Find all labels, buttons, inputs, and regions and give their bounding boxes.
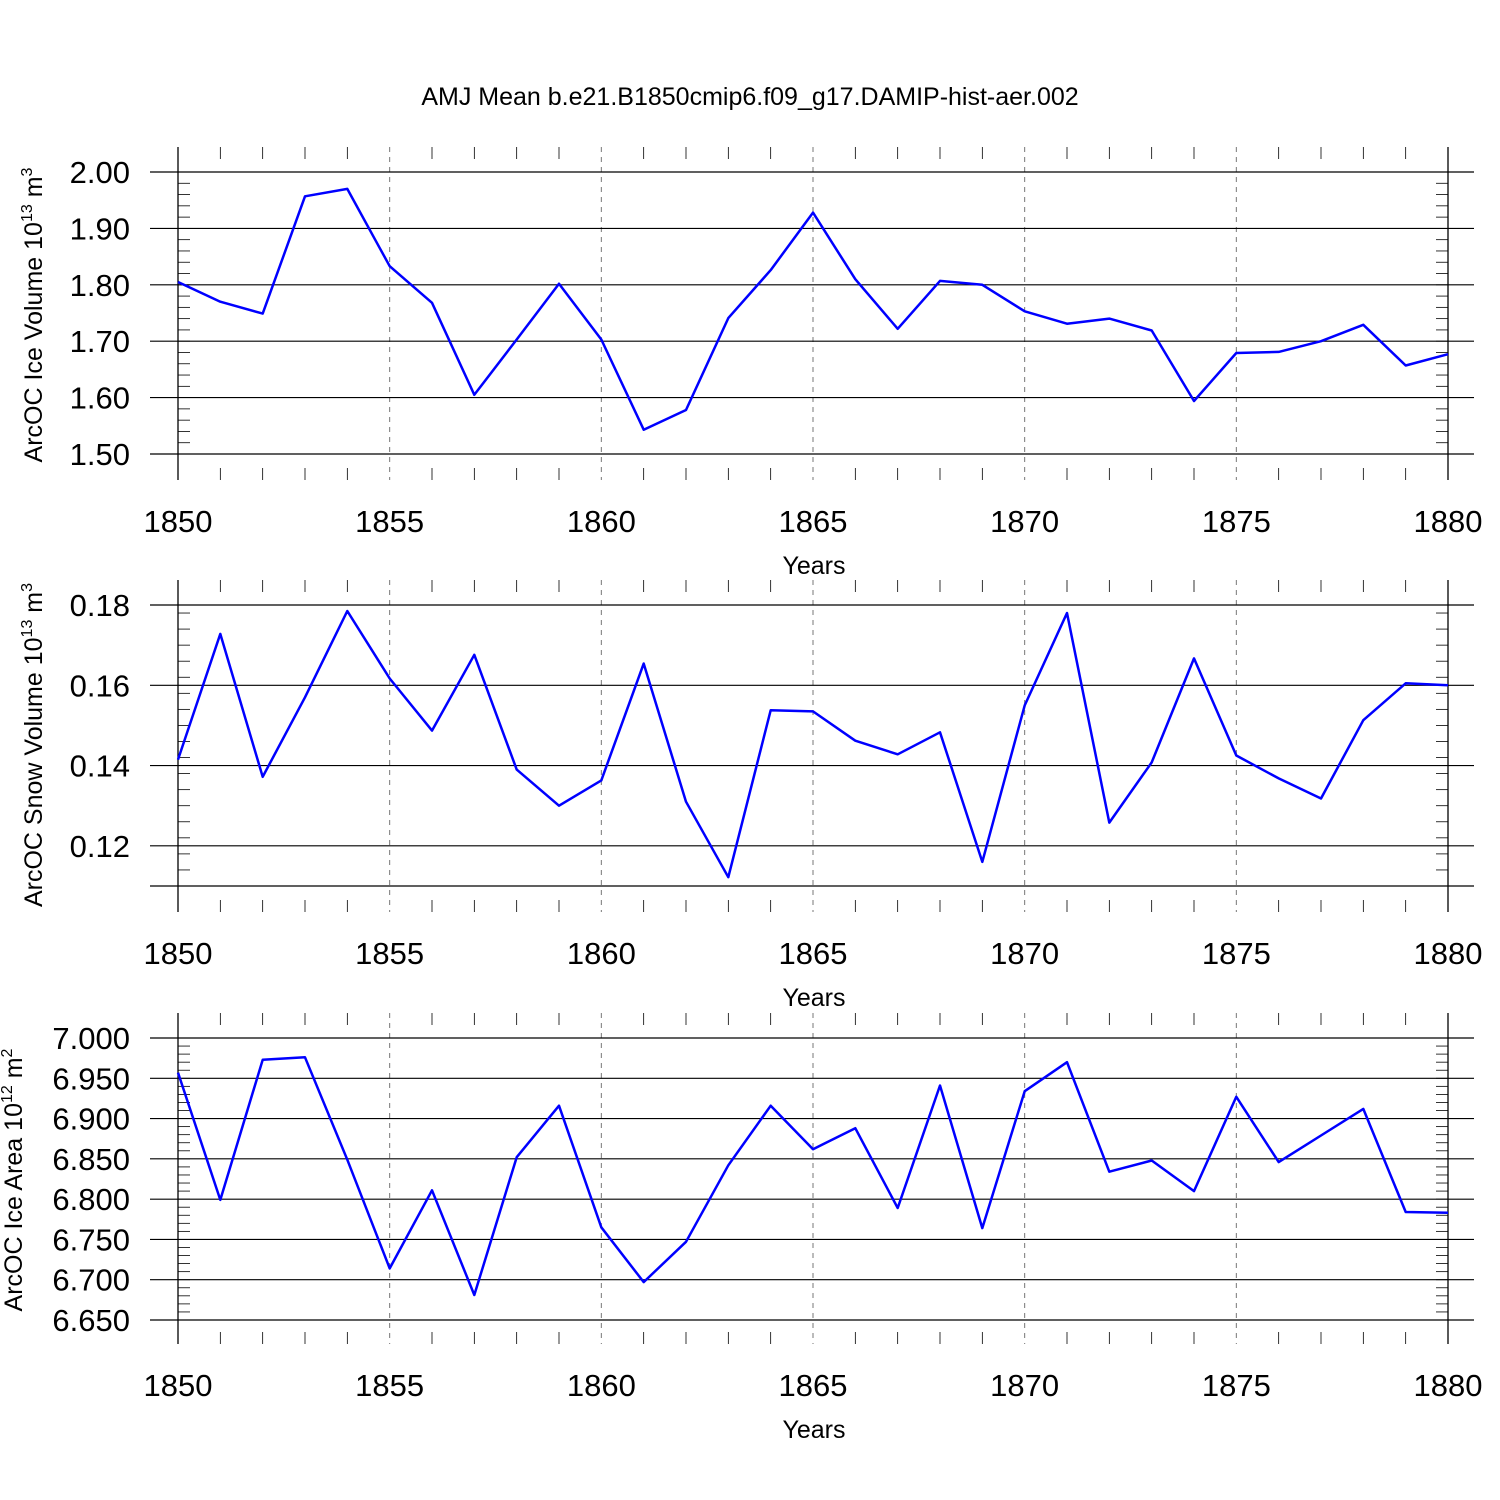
panel-ice-volume-axes: 1.50 1.60 1.70 1.80 1.90 2.00 1850 1855 1860 1865…: [70, 147, 1483, 539]
panel-ice-area-xlabel: Years: [782, 1416, 845, 1444]
y-tick-label: 6.850: [52, 1142, 130, 1177]
panel-ice-volume-ylabel: ArcOC Ice Volume 1013 m3: [19, 167, 48, 462]
x-tick-label-1880: 1880: [1414, 504, 1483, 539]
ylabel-text: ArcOC Ice Volume 10: [20, 222, 48, 462]
x-tick-label-1875: 1875: [1202, 936, 1271, 971]
x-tick-label-1850: 1850: [144, 1368, 213, 1403]
y-tick-label: 0.16: [70, 668, 130, 703]
ylabel-unit-exponent: 3: [19, 167, 36, 176]
x-tick-label-1865: 1865: [779, 504, 848, 539]
ylabel-unit: m: [20, 176, 48, 204]
panel-snow-volume-ylabel: ArcOC Snow Volume 1013 m3: [19, 583, 48, 907]
x-tick-label-1875: 1875: [1202, 504, 1271, 539]
panel-ice-volume-xlabel: Years: [782, 552, 845, 580]
y-tick-label: 0.12: [70, 829, 130, 864]
x-tick-label-1855: 1855: [355, 1368, 424, 1403]
x-tick-label-1865: 1865: [779, 936, 848, 971]
x-tick-label-1865: 1865: [779, 1368, 848, 1403]
y-tick-label: 6.800: [52, 1182, 130, 1217]
series-line: [176, 609, 1449, 879]
panel-ice-area-axes: 6.650 6.700 6.750 6.800 6.850 6.900 6.950 7.000…: [52, 1013, 1482, 1403]
y-tick-label: 1.60: [70, 381, 130, 416]
ylabel-text: ArcOC Snow Volume 10: [20, 637, 48, 907]
x-tick-label-1855: 1855: [355, 936, 424, 971]
ylabel-text: ArcOC Ice Area 10: [0, 1103, 28, 1311]
figure-title: AMJ Mean b.e21.B1850cmip6.f09_g17.DAMIP-…: [421, 83, 1078, 111]
x-tick-label-1860: 1860: [567, 1368, 636, 1403]
ylabel-unit-exponent: 2: [0, 1048, 16, 1057]
x-tick-label-1860: 1860: [567, 504, 636, 539]
x-tick-label-1870: 1870: [990, 936, 1059, 971]
ylabel-exponent: 13: [19, 204, 36, 222]
ylabel-unit: m: [0, 1057, 28, 1085]
x-tick-label-1860: 1860: [567, 936, 636, 971]
y-tick-label: 1.90: [70, 211, 130, 246]
panel-ice-area: 6.650 6.700 6.750 6.800 6.850 6.900 6.950 7.000…: [0, 1013, 1482, 1444]
panel-snow-volume-axes: 0.12 0.14 0.16 0.18 1850 1855 1860 1865 1870 1875…: [70, 580, 1483, 971]
x-tick-label-1850: 1850: [144, 936, 213, 971]
x-tick-label-1880: 1880: [1414, 936, 1483, 971]
ylabel-unit-exponent: 3: [19, 583, 36, 592]
ylabel-exponent: 13: [19, 620, 36, 638]
y-tick-label: 6.900: [52, 1102, 130, 1137]
panel-snow-volume-xlabel: Years: [782, 984, 845, 1012]
y-tick-label: 1.50: [70, 437, 130, 472]
x-tick-label-1875: 1875: [1202, 1368, 1271, 1403]
x-tick-label-1880: 1880: [1414, 1368, 1483, 1403]
y-tick-label: 0.18: [70, 588, 130, 623]
y-tick-label: 1.70: [70, 324, 130, 359]
y-tick-label: 6.950: [52, 1061, 130, 1096]
y-tick-label: 6.750: [52, 1222, 130, 1257]
series-line: [177, 187, 1449, 431]
y-tick-label: 7.000: [52, 1021, 130, 1056]
x-tick-label-1850: 1850: [144, 504, 213, 539]
panel-ice-volume: 1.50 1.60 1.70 1.80 1.90 2.00 1850 1855 1860 1865…: [19, 147, 1482, 580]
y-tick-label: 1.80: [70, 268, 130, 303]
series-line: [176, 1056, 1449, 1297]
panel-ice-area-ylabel: ArcOC Ice Area 1012 m2: [0, 1048, 28, 1311]
ylabel-exponent: 12: [0, 1085, 16, 1103]
x-tick-label-1870: 1870: [990, 504, 1059, 539]
x-tick-label-1870: 1870: [990, 1368, 1059, 1403]
panel-snow-volume: 0.12 0.14 0.16 0.18 1850 1855 1860 1865 1870 1875…: [19, 580, 1482, 1012]
y-tick-label: 6.700: [52, 1263, 130, 1298]
x-tick-label-1855: 1855: [355, 504, 424, 539]
ylabel-unit: m: [20, 592, 48, 620]
y-tick-label: 0.14: [70, 749, 130, 784]
y-tick-label: 2.00: [70, 155, 130, 190]
y-tick-label: 6.650: [52, 1303, 130, 1338]
